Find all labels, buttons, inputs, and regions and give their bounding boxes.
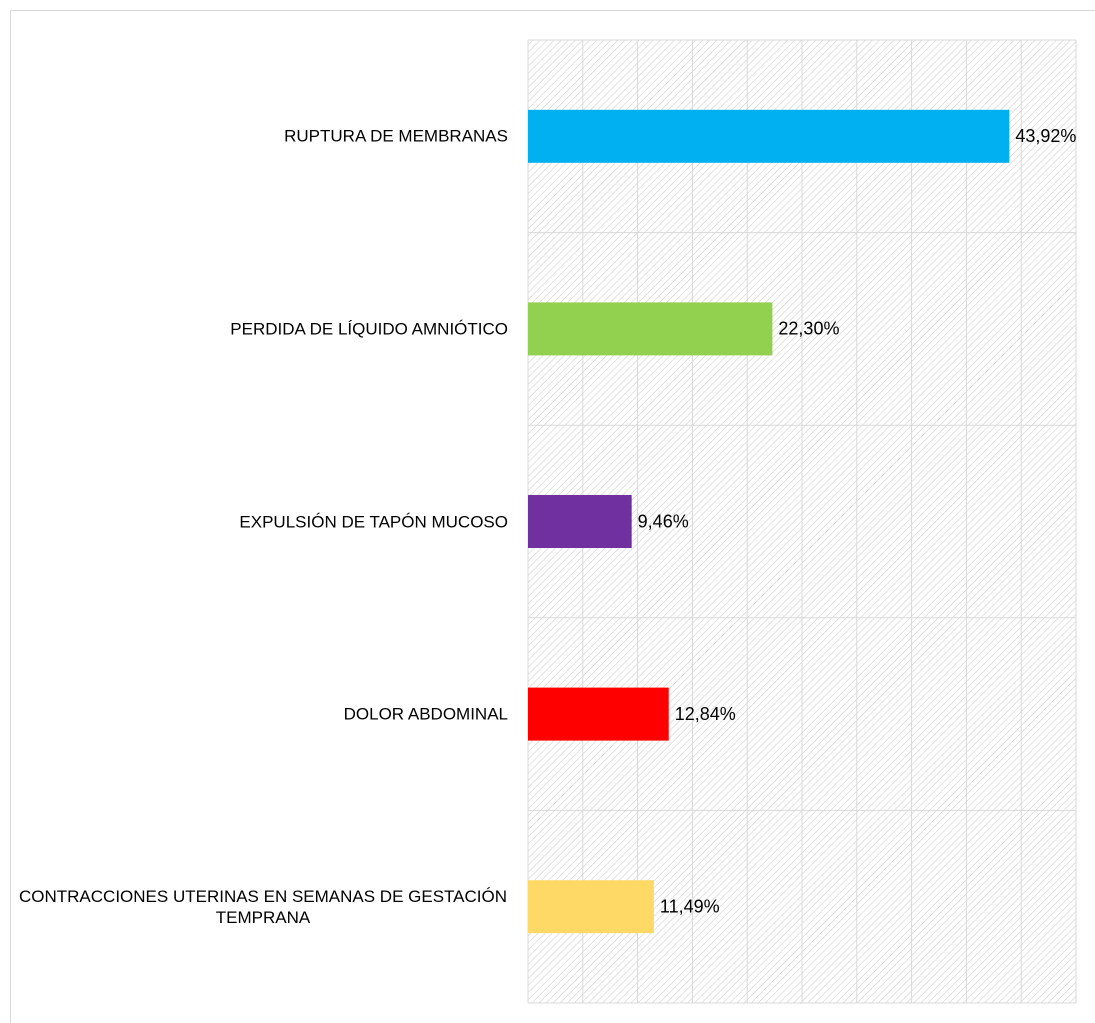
data-label: 11,49%	[660, 896, 720, 916]
data-label: 22,30%	[778, 319, 839, 339]
data-label: 12,84%	[675, 704, 736, 724]
category-label: RUPTURA DE MEMBRANAS	[284, 126, 508, 146]
data-label: 9,46%	[638, 511, 689, 531]
bar	[528, 880, 654, 934]
data-label: 43,92%	[1015, 126, 1076, 146]
bar	[528, 687, 669, 741]
chart-border	[10, 10, 1095, 1023]
bar	[528, 495, 632, 548]
bar	[528, 109, 1010, 163]
category-label: PERDIDA DE LÍQUIDO AMNIÓTICO	[230, 319, 508, 339]
category-label: CONTRACCIONES UTERINAS EN SEMANAS DE GES…	[18, 886, 508, 927]
bar	[528, 302, 773, 356]
category-label: DOLOR ABDOMINAL	[343, 704, 508, 724]
category-label: EXPULSIÓN DE TAPÓN MUCOSO	[239, 512, 508, 531]
